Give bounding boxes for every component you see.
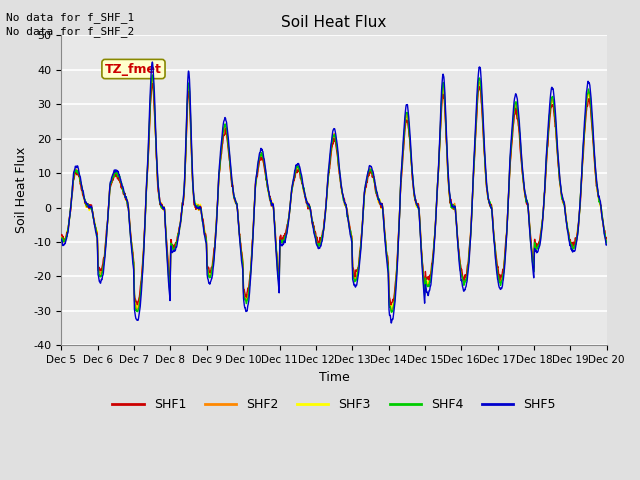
Title: Soil Heat Flux: Soil Heat Flux — [282, 15, 387, 30]
X-axis label: Time: Time — [319, 371, 349, 384]
Legend: SHF1, SHF2, SHF3, SHF4, SHF5: SHF1, SHF2, SHF3, SHF4, SHF5 — [108, 394, 561, 417]
Y-axis label: Soil Heat Flux: Soil Heat Flux — [15, 147, 28, 233]
Text: No data for f_SHF_2: No data for f_SHF_2 — [6, 26, 134, 37]
Text: No data for f_SHF_1: No data for f_SHF_1 — [6, 12, 134, 23]
Text: TZ_fmet: TZ_fmet — [105, 62, 162, 75]
